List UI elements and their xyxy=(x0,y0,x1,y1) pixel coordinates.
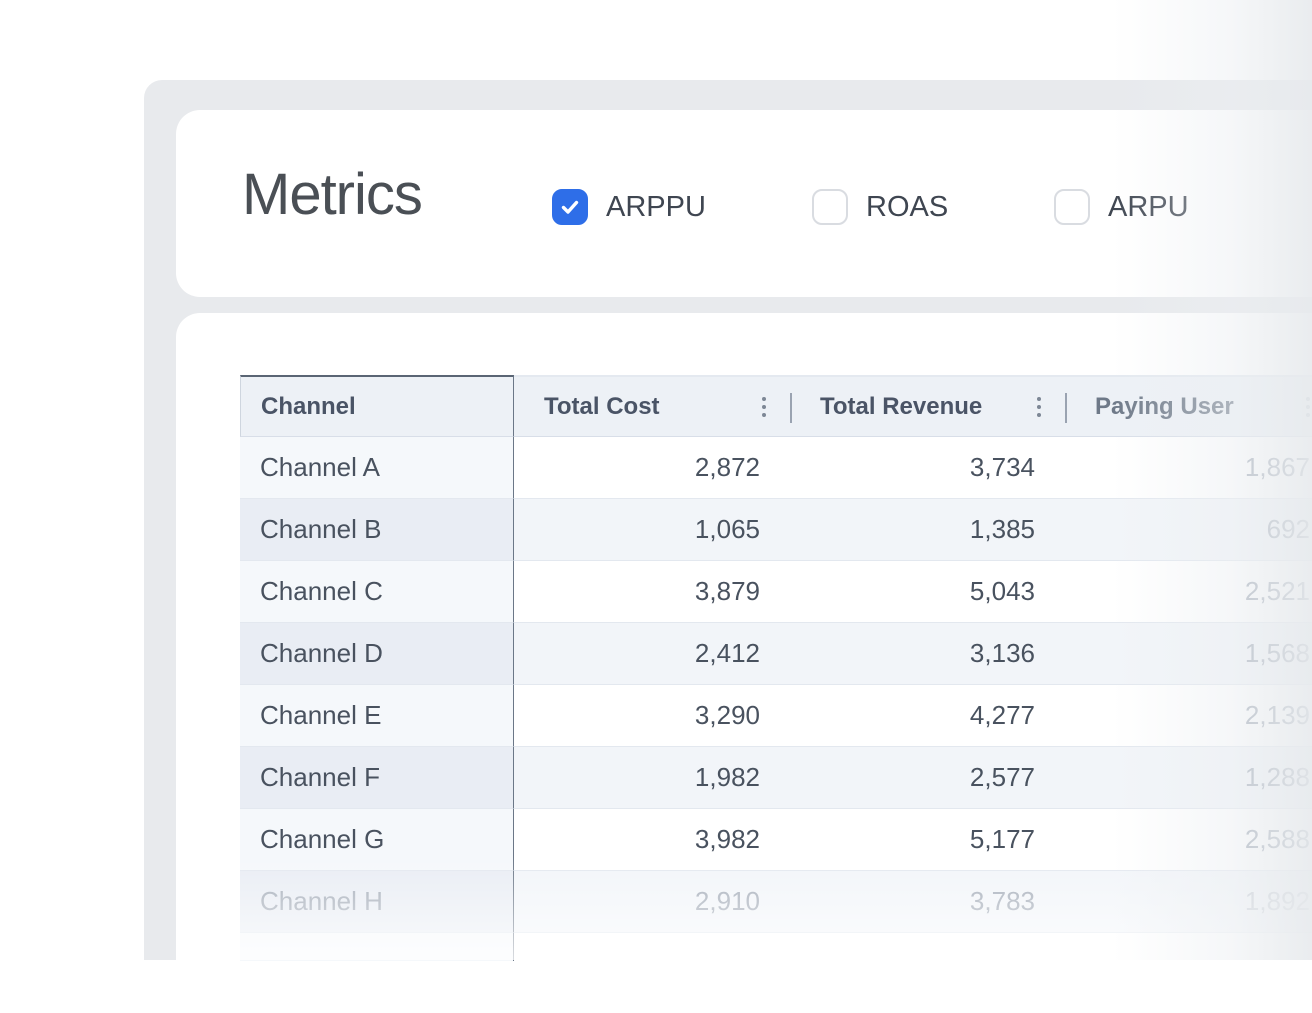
column-header-total-revenue[interactable]: Total Revenue xyxy=(790,375,1065,437)
paying-user-cell: 1,568 xyxy=(1065,623,1312,685)
channel-cell xyxy=(240,933,514,961)
total-cost-cell: 2,910 xyxy=(514,871,790,933)
channel-cell: Channel A xyxy=(240,437,514,499)
table-body: Channel A 2,872 3,734 1,867 Channel B 1,… xyxy=(240,437,1312,961)
kebab-vertical-icon[interactable] xyxy=(760,391,768,423)
dashboard-panel: Metrics ARPPU ROAS ARPU Channel Total Co… xyxy=(144,80,1312,1013)
channel-cell: Channel C xyxy=(240,561,514,623)
checkmark-icon xyxy=(561,200,579,214)
table-row: Channel H 2,910 3,783 1,892 xyxy=(240,871,1312,933)
total-revenue-cell: 3,136 xyxy=(790,623,1065,685)
total-revenue-cell: 5,043 xyxy=(790,561,1065,623)
table-row-partial xyxy=(240,933,1312,961)
channel-cell: Channel F xyxy=(240,747,514,809)
channel-cell: Channel H xyxy=(240,871,514,933)
paying-user-cell: 2,139 xyxy=(1065,685,1312,747)
column-header-total-cost[interactable]: Total Cost xyxy=(514,375,790,437)
checkbox-arppu-box[interactable] xyxy=(552,189,588,225)
checkbox-roas-label: ROAS xyxy=(866,190,949,223)
table-row: Channel F 1,982 2,577 1,288 xyxy=(240,747,1312,809)
table-row: Channel B 1,065 1,385 692 xyxy=(240,499,1312,561)
total-revenue-cell: 3,783 xyxy=(790,871,1065,933)
total-cost-cell: 2,412 xyxy=(514,623,790,685)
paying-user-cell: 2,588 xyxy=(1065,809,1312,871)
total-revenue-cell: 4,277 xyxy=(790,685,1065,747)
table-header: Channel Total Cost Total Revenue Paying … xyxy=(240,375,1312,437)
total-revenue-cell: 3,734 xyxy=(790,437,1065,499)
total-cost-cell: 1,065 xyxy=(514,499,790,561)
metrics-card: Metrics ARPPU ROAS ARPU xyxy=(176,110,1312,297)
paying-user-cell xyxy=(1065,933,1312,961)
checkbox-arpu-label: ARPU xyxy=(1108,190,1189,223)
paying-user-cell: 1,867 xyxy=(1065,437,1312,499)
paying-user-cell: 692 xyxy=(1065,499,1312,561)
channel-cell: Channel D xyxy=(240,623,514,685)
total-cost-cell: 1,982 xyxy=(514,747,790,809)
table-row: Channel C 3,879 5,043 2,521 xyxy=(240,561,1312,623)
column-header-total-revenue-label: Total Revenue xyxy=(820,392,983,420)
table-row: Channel D 2,412 3,136 1,568 xyxy=(240,623,1312,685)
total-cost-cell: 3,982 xyxy=(514,809,790,871)
channel-cell: Channel E xyxy=(240,685,514,747)
checkbox-arpu[interactable]: ARPU xyxy=(1054,189,1189,225)
total-cost-cell: 2,872 xyxy=(514,437,790,499)
checkbox-roas[interactable]: ROAS xyxy=(812,189,948,225)
column-header-paying-user[interactable]: Paying User xyxy=(1065,375,1312,437)
channel-cell: Channel G xyxy=(240,809,514,871)
table-card: Channel Total Cost Total Revenue Paying … xyxy=(176,313,1312,1013)
table-row: Channel G 3,982 5,177 2,588 xyxy=(240,809,1312,871)
paying-user-cell: 1,288 xyxy=(1065,747,1312,809)
total-revenue-cell: 5,177 xyxy=(790,809,1065,871)
column-header-paying-user-label: Paying User xyxy=(1095,392,1234,420)
table-row: Channel E 3,290 4,277 2,139 xyxy=(240,685,1312,747)
total-revenue-cell xyxy=(790,933,1065,961)
paying-user-cell: 2,521 xyxy=(1065,561,1312,623)
total-cost-cell xyxy=(514,933,790,961)
checkbox-arpu-box[interactable] xyxy=(1054,189,1090,225)
total-cost-cell: 3,290 xyxy=(514,685,790,747)
total-revenue-cell: 2,577 xyxy=(790,747,1065,809)
kebab-vertical-icon[interactable] xyxy=(1304,391,1312,423)
page-title: Metrics xyxy=(242,162,423,227)
checkbox-arppu-label: ARPPU xyxy=(606,190,706,223)
column-header-total-cost-label: Total Cost xyxy=(544,392,660,420)
channels-table: Channel Total Cost Total Revenue Paying … xyxy=(240,375,1312,961)
total-revenue-cell: 1,385 xyxy=(790,499,1065,561)
total-cost-cell: 3,879 xyxy=(514,561,790,623)
channel-cell: Channel B xyxy=(240,499,514,561)
paying-user-cell: 1,892 xyxy=(1065,871,1312,933)
kebab-vertical-icon[interactable] xyxy=(1035,391,1043,423)
column-header-channel[interactable]: Channel xyxy=(240,375,514,437)
checkbox-roas-box[interactable] xyxy=(812,189,848,225)
table-row: Channel A 2,872 3,734 1,867 xyxy=(240,437,1312,499)
checkbox-arppu[interactable]: ARPPU xyxy=(552,189,706,225)
